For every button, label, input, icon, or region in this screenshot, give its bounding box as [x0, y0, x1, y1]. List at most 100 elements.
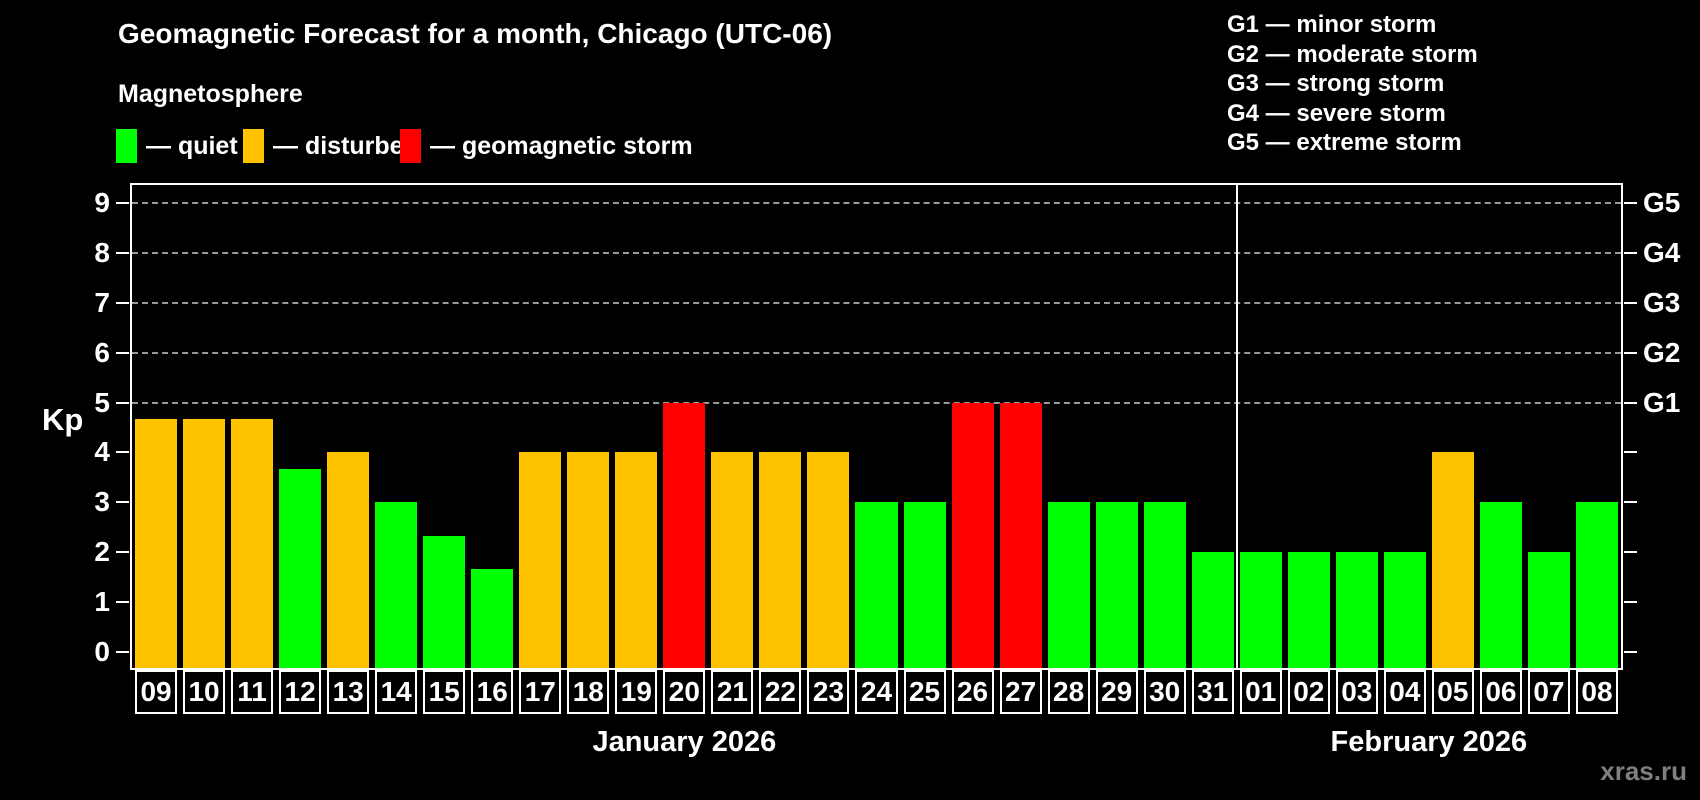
day-label-06: 06	[1479, 670, 1522, 714]
y-axis-label-2: 2	[94, 536, 110, 568]
day-label-25: 25	[903, 670, 946, 714]
month-separator	[1235, 185, 1238, 668]
kp-bar-day-05	[1431, 452, 1474, 668]
x-axis-day-labels: 09 10 11 12 13 14 15 16 17 18 19 20 21 22 23 24 25 26 27 28…	[130, 670, 1623, 716]
day-label-14: 14	[375, 670, 418, 714]
y-axis-label-1: 1	[94, 586, 110, 618]
storm-scale-line-g5: G5 — extreme storm	[1227, 129, 1462, 156]
day-label-28: 28	[1047, 670, 1090, 714]
y-axis-label-5: 5	[94, 386, 110, 418]
kp-bar-day-03	[1335, 552, 1378, 668]
month-label-february: February 2026	[1330, 726, 1528, 758]
right-axis-label-g4: G4	[1643, 236, 1681, 268]
day-label-03: 03	[1335, 670, 1378, 714]
kp-bar-day-24	[855, 502, 898, 668]
y-axis-tick-right-4	[1624, 451, 1637, 454]
y-axis-tick-right-0	[1624, 651, 1637, 653]
kp-bar-day-26	[951, 402, 994, 668]
gridline-kp5	[132, 401, 1621, 404]
y-axis-label-0: 0	[94, 636, 110, 667]
day-label-08: 08	[1575, 670, 1618, 714]
day-label-18: 18	[567, 670, 610, 714]
day-label-23: 23	[807, 670, 850, 714]
storm-scale-line-g3: G3 — strong storm	[1227, 70, 1445, 97]
kp-bar-day-23	[807, 452, 850, 668]
y-axis-tick-left-0	[116, 651, 129, 653]
y-axis-tick-right-6	[1624, 351, 1637, 354]
y-axis-label-3: 3	[94, 486, 110, 518]
y-axis-tick-left-4	[116, 451, 129, 454]
day-label-22: 22	[759, 670, 802, 714]
kp-bar-day-08	[1575, 502, 1618, 668]
day-label-26: 26	[951, 670, 994, 714]
y-axis-tick-right-7	[1624, 301, 1637, 304]
y-axis-label-6: 6	[94, 336, 110, 368]
legend-item-quiet: — quiet	[116, 126, 238, 166]
kp-bar-day-12	[279, 468, 322, 668]
kp-bar-day-09	[135, 418, 178, 668]
day-label-01: 01	[1239, 670, 1282, 714]
gridline-kp7	[132, 301, 1621, 304]
watermark: xras.ru	[1600, 756, 1687, 786]
gridline-kp8	[132, 251, 1621, 254]
storm-scale-line-g2: G2 — moderate storm	[1227, 40, 1478, 68]
kp-bar-day-01	[1239, 552, 1282, 668]
gridline-kp9	[132, 201, 1621, 204]
kp-bar-day-25	[903, 502, 946, 668]
legend-item-storm: — geomagnetic storm	[400, 126, 693, 166]
right-axis-label-g3: G3	[1643, 286, 1681, 318]
right-axis-label-g1: G1	[1643, 386, 1681, 418]
kp-bar-day-19	[615, 452, 658, 668]
y-axis-label-7: 7	[94, 286, 110, 318]
y-axis-tick-left-1	[116, 601, 129, 604]
storm-scale-legend: G1 — minor storm G2 — moderate storm G3 — …	[1227, 10, 1478, 158]
day-label-17: 17	[519, 670, 562, 714]
y-axis-title: Kp	[42, 402, 84, 437]
kp-bar-day-29	[1095, 502, 1138, 668]
day-label-24: 24	[855, 670, 898, 714]
kp-bar-day-21	[711, 452, 754, 668]
y-axis-tick-left-2	[116, 551, 129, 554]
kp-bar-day-06	[1479, 502, 1522, 668]
legend-label-quiet: — quiet	[146, 131, 238, 160]
day-label-20: 20	[663, 670, 706, 714]
y-axis-label-8: 8	[94, 236, 110, 268]
y-axis-tick-right-3	[1624, 501, 1637, 504]
day-label-05: 05	[1431, 670, 1474, 714]
kp-bar-day-22	[759, 452, 802, 668]
kp-bar-day-10	[183, 418, 226, 668]
day-label-31: 31	[1191, 670, 1234, 714]
legend-swatch-disturbed	[243, 129, 264, 163]
y-axis-tick-left-6	[116, 351, 129, 354]
day-label-30: 30	[1143, 670, 1186, 714]
day-label-29: 29	[1095, 670, 1138, 714]
day-label-19: 19	[615, 670, 658, 714]
y-axis-tick-left-5	[116, 401, 129, 404]
legend-label-storm: — geomagnetic storm	[430, 131, 693, 160]
day-label-11: 11	[231, 670, 274, 714]
kp-bar-day-28	[1047, 502, 1090, 668]
day-label-02: 02	[1287, 670, 1330, 714]
kp-bar-day-04	[1383, 552, 1426, 668]
plot-area: 0 1 2 3 4 5 6 7 8 9 G1 G2 G3 G4 G5	[94, 183, 1680, 670]
month-label-january: January 2026	[592, 726, 777, 758]
y-axis-tick-right-8	[1624, 251, 1637, 254]
kp-bar-day-15	[423, 535, 466, 668]
magnetosphere-label: Magnetosphere	[118, 80, 303, 108]
legend-item-disturbed: — disturbed	[243, 126, 419, 166]
y-axis-tick-left-3	[116, 501, 129, 504]
right-axis-label-g5: G5	[1643, 186, 1681, 218]
kp-bar-day-17	[519, 452, 562, 668]
y-axis-tick-left-8	[116, 251, 129, 254]
legend-swatch-storm	[400, 129, 421, 163]
storm-scale-line-g1: G1 — minor storm	[1227, 11, 1437, 38]
kp-bar-day-02	[1287, 552, 1330, 668]
month-labels: January 2026 February 2026	[130, 726, 1623, 766]
kp-bar-day-20	[663, 402, 706, 668]
day-label-04: 04	[1383, 670, 1426, 714]
day-label-16: 16	[471, 670, 514, 714]
day-label-09: 09	[135, 670, 178, 714]
kp-bar-day-14	[375, 502, 418, 668]
kp-bar-day-07	[1527, 552, 1570, 668]
legend-label-disturbed: — disturbed	[273, 131, 419, 160]
